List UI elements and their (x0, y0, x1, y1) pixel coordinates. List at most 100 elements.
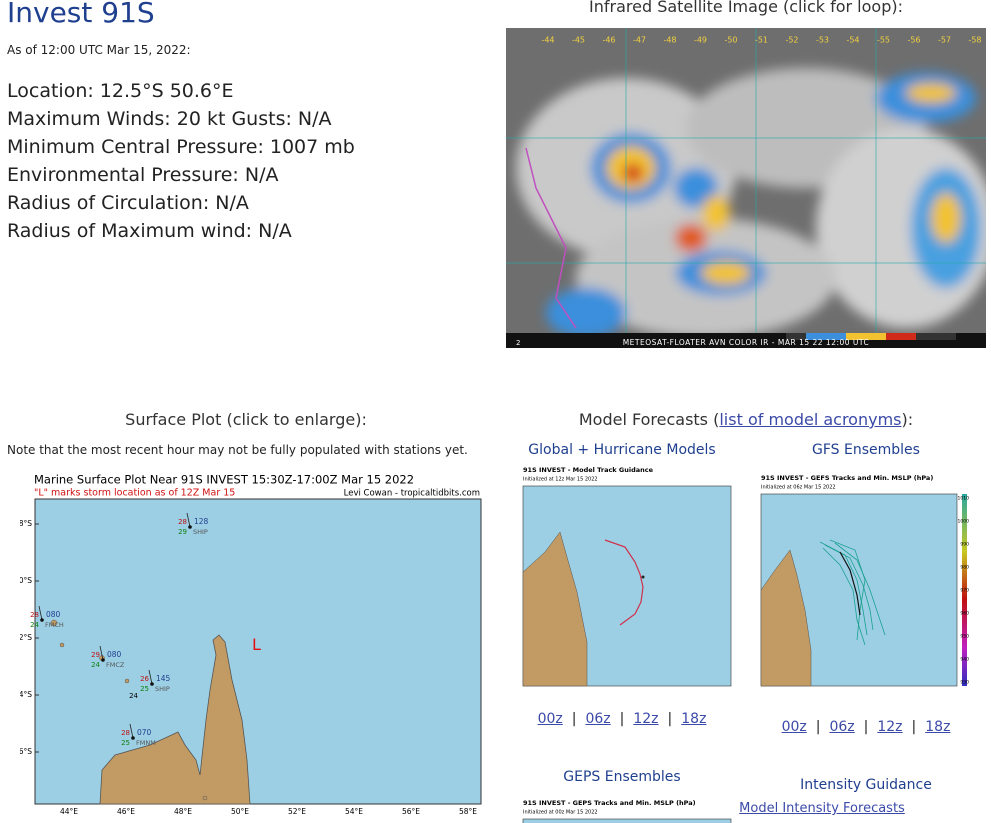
thumb-title: 91S INVEST - GEPS Tracks and Min. MSLP (… (523, 799, 696, 807)
run-separator: | (667, 711, 673, 727)
station-pressure: 128 (194, 517, 209, 526)
storm-marker: L (252, 635, 261, 654)
run-link[interactable]: 18z (925, 719, 951, 735)
station-barb (186, 512, 191, 528)
station-pressure: 080 (107, 650, 122, 659)
run-link[interactable]: 06z (585, 711, 611, 727)
sat-lon-label: -49 (694, 36, 707, 45)
global-title: Global + Hurricane Models (528, 442, 716, 458)
sat-caption: METEOSAT-FLOATER AVN COLOR IR - MAR 15 2… (623, 338, 870, 347)
station-temp: 28 (30, 611, 39, 619)
geps-title: GEPS Ensembles (563, 769, 681, 785)
surface-note: Note that the most recent hour may not b… (7, 443, 468, 457)
station-barb (99, 645, 104, 661)
sat-lon-label: -58 (968, 36, 981, 45)
sat-lon-label: -50 (724, 36, 737, 45)
colorbar-label: 1010 (958, 496, 970, 502)
station-dew: 24 (91, 661, 100, 669)
thumb-subtitle: Initialized at 06z Mar 15 2022 (761, 485, 836, 491)
station-barb (38, 605, 43, 621)
sat-lon-label: -56 (907, 36, 920, 45)
lon-label: 52°E (288, 807, 306, 816)
station-dot (40, 618, 44, 622)
run-link[interactable]: 18z (681, 711, 707, 727)
run-link[interactable]: 12z (877, 719, 903, 735)
colorbar-label: 950 (960, 634, 969, 640)
plot-subtitle: "L" marks storm location as of 12Z Mar 1… (34, 488, 235, 499)
thumb-subtitle: Initialized at 12z Mar 15 2022 (523, 477, 598, 483)
station-id: SHIP (155, 685, 170, 693)
sat-lon-label: -57 (938, 36, 951, 45)
gfs-title: GFS Ensembles (812, 442, 920, 458)
colorbar-label: 960 (960, 611, 969, 617)
models-heading-post: ): (901, 410, 914, 429)
run-link[interactable]: 00z (537, 711, 563, 727)
sat-lon-label: -44 (541, 36, 554, 45)
storm-title: Invest 91S (7, 0, 155, 29)
colorbar-label: 990 (960, 542, 969, 548)
run-separator: | (619, 711, 625, 727)
sat-lon-label: -46 (602, 36, 615, 45)
sat-lon-label: -47 (633, 36, 646, 45)
as-of: As of 12:00 UTC Mar 15, 2022: (7, 43, 191, 57)
station-dew: 29 (178, 528, 187, 536)
acronyms-link[interactable]: list of model acronyms (719, 410, 902, 429)
station-pressure: 070 (137, 728, 152, 737)
lat-label: 12°S (20, 633, 32, 642)
run-link[interactable]: 12z (633, 711, 659, 727)
detail-line: Radius of Circulation: N/A (7, 192, 249, 214)
colorbar-label: 980 (960, 565, 969, 571)
surface-heading: Surface Plot (click to enlarge): (125, 410, 367, 429)
run-separator: | (571, 711, 577, 727)
run-separator: | (815, 719, 821, 735)
run-separator: | (863, 719, 869, 735)
detail-line: Maximum Winds: 20 kt Gusts: N/A (7, 108, 332, 130)
lat-label: 16°S (20, 747, 32, 756)
thumb-subtitle: Initialized at 00z Mar 15 2022 (523, 810, 598, 816)
global-model-image[interactable]: 91S INVEST - Model Track Guidance Initia… (515, 462, 733, 692)
lat-label: 8°S (20, 519, 32, 528)
intensity-link[interactable]: Model Intensity Forecasts (739, 801, 905, 816)
sat-lon-label: -51 (755, 36, 768, 45)
station-dot (188, 525, 192, 529)
sat-lon-label: -48 (663, 36, 676, 45)
station-temp: 28 (178, 518, 187, 526)
run-link[interactable]: 00z (781, 719, 807, 735)
surface-plot[interactable]: Marine Surface Plot Near 91S INVEST 15:3… (20, 470, 488, 823)
colorbar-label: 970 (960, 588, 969, 594)
station-dot (101, 658, 105, 662)
plot-credit: Levi Cowan - tropicaltidbits.com (344, 489, 480, 499)
detail-line: Radius of Maximum wind: N/A (7, 220, 292, 242)
sat-lon-label: -54 (846, 36, 859, 45)
detail-line: Minimum Central Pressure: 1007 mb (7, 136, 355, 158)
station-dew: 25 (121, 739, 130, 747)
satellite-image[interactable]: -44 -45 -46 -47 -48 -49 -50 -51 -52 -53 -54 -55 -56 -… (506, 28, 986, 348)
detail-line: Location: 12.5°S 50.6°E (7, 80, 234, 102)
station-pressure: 145 (156, 674, 171, 683)
sat-lon-label: -45 (572, 36, 585, 45)
models-heading: Model Forecasts (list of model acronyms)… (579, 410, 913, 429)
lon-label: 58°E (459, 807, 477, 816)
intensity-title: Intensity Guidance (800, 777, 932, 793)
station-id: FMNM (136, 739, 156, 747)
station-temp: 28 (121, 729, 130, 737)
station-barb (148, 669, 153, 685)
colorbar-label: 930 (960, 680, 969, 686)
run-link[interactable]: 06z (829, 719, 855, 735)
colorbar-label: 1000 (958, 519, 970, 525)
geps-ensemble-image[interactable]: 91S INVEST - GEPS Tracks and Min. MSLP (… (515, 795, 733, 823)
sat-corner-label: 2 (516, 339, 520, 347)
station-temp: 29 (91, 651, 100, 659)
station-barb (129, 723, 134, 739)
colorbar-label: 940 (960, 657, 969, 663)
sat-lon-label: -53 (816, 36, 829, 45)
gfs-ensemble-image[interactable]: 91S INVEST - GEFS Tracks and Min. MSLP (… (745, 470, 970, 692)
thumb-title: 91S INVEST - Model Track Guidance (523, 466, 654, 474)
lat-label: 14°S (20, 690, 32, 699)
plot-title: Marine Surface Plot Near 91S INVEST 15:3… (34, 473, 414, 487)
sat-lon-label: -55 (877, 36, 890, 45)
station-dot (131, 736, 135, 740)
run-separator: | (911, 719, 917, 735)
lon-label: 48°E (174, 807, 192, 816)
lon-label: 56°E (402, 807, 420, 816)
